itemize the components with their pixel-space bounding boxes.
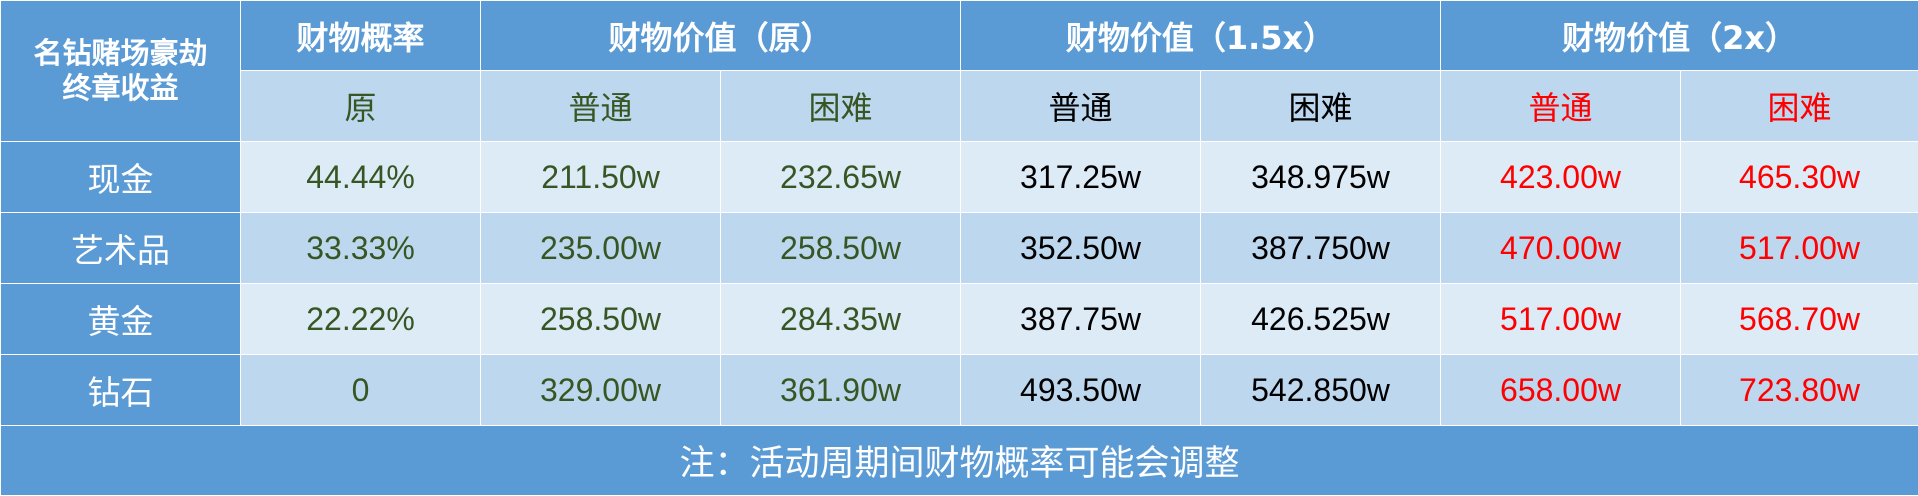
cell-2x-hard: 723.80w bbox=[1681, 355, 1918, 426]
cell-probability: 33.33% bbox=[241, 213, 481, 284]
table-title-line-1: 名钻赌场豪劫 bbox=[1, 36, 240, 71]
cell-1-5x-hard: 426.525w bbox=[1201, 284, 1441, 355]
header-value-2x: 财物价值（2x） bbox=[1441, 1, 1918, 71]
subheader-1-5x-normal: 普通 bbox=[961, 71, 1201, 142]
cell-original-normal: 235.00w bbox=[481, 213, 721, 284]
header-probability: 财物概率 bbox=[241, 1, 481, 71]
cell-2x-normal: 658.00w bbox=[1441, 355, 1681, 426]
cell-original-hard: 258.50w bbox=[721, 213, 961, 284]
header-value-1-5x: 财物价值（1.5x） bbox=[961, 1, 1441, 71]
cell-2x-normal: 470.00w bbox=[1441, 213, 1681, 284]
cell-2x-hard: 465.30w bbox=[1681, 142, 1918, 213]
cell-2x-hard: 517.00w bbox=[1681, 213, 1918, 284]
table-title-line-2: 终章收益 bbox=[1, 71, 240, 106]
header-value-original: 财物价值（原） bbox=[481, 1, 961, 71]
cell-original-hard: 361.90w bbox=[721, 355, 961, 426]
subheader-1-5x-hard: 困难 bbox=[1201, 71, 1441, 142]
subheader-prob-original: 原 bbox=[241, 71, 481, 142]
cell-1-5x-normal: 493.50w bbox=[961, 355, 1201, 426]
subheader-original-hard: 困难 bbox=[721, 71, 961, 142]
cell-probability: 22.22% bbox=[241, 284, 481, 355]
cell-original-hard: 284.35w bbox=[721, 284, 961, 355]
table-row: 黄金 22.22% 258.50w 284.35w 387.75w 426.52… bbox=[1, 284, 1918, 355]
cell-1-5x-normal: 352.50w bbox=[961, 213, 1201, 284]
cell-1-5x-hard: 387.750w bbox=[1201, 213, 1441, 284]
cell-2x-normal: 517.00w bbox=[1441, 284, 1681, 355]
subheader-2x-normal: 普通 bbox=[1441, 71, 1681, 142]
cell-1-5x-hard: 542.850w bbox=[1201, 355, 1441, 426]
row-label: 艺术品 bbox=[1, 213, 241, 284]
cell-1-5x-hard: 348.975w bbox=[1201, 142, 1441, 213]
table-row: 艺术品 33.33% 235.00w 258.50w 352.50w 387.7… bbox=[1, 213, 1918, 284]
cell-2x-hard: 568.70w bbox=[1681, 284, 1918, 355]
cell-probability: 44.44% bbox=[241, 142, 481, 213]
cell-1-5x-normal: 387.75w bbox=[961, 284, 1201, 355]
subheader-2x-hard: 困难 bbox=[1681, 71, 1918, 142]
row-label: 黄金 bbox=[1, 284, 241, 355]
cell-original-normal: 329.00w bbox=[481, 355, 721, 426]
cell-1-5x-normal: 317.25w bbox=[961, 142, 1201, 213]
subheader-original-normal: 普通 bbox=[481, 71, 721, 142]
cell-original-normal: 258.50w bbox=[481, 284, 721, 355]
table-row: 现金 44.44% 211.50w 232.65w 317.25w 348.97… bbox=[1, 142, 1918, 213]
table-row: 钻石 0 329.00w 361.90w 493.50w 542.850w 65… bbox=[1, 355, 1918, 426]
cell-probability: 0 bbox=[241, 355, 481, 426]
row-label: 现金 bbox=[1, 142, 241, 213]
cell-original-normal: 211.50w bbox=[481, 142, 721, 213]
footnote: 注：活动周期间财物概率可能会调整 bbox=[1, 426, 1918, 496]
table-title: 名钻赌场豪劫 终章收益 bbox=[1, 1, 241, 142]
cell-original-hard: 232.65w bbox=[721, 142, 961, 213]
row-label: 钻石 bbox=[1, 355, 241, 426]
cell-2x-normal: 423.00w bbox=[1441, 142, 1681, 213]
